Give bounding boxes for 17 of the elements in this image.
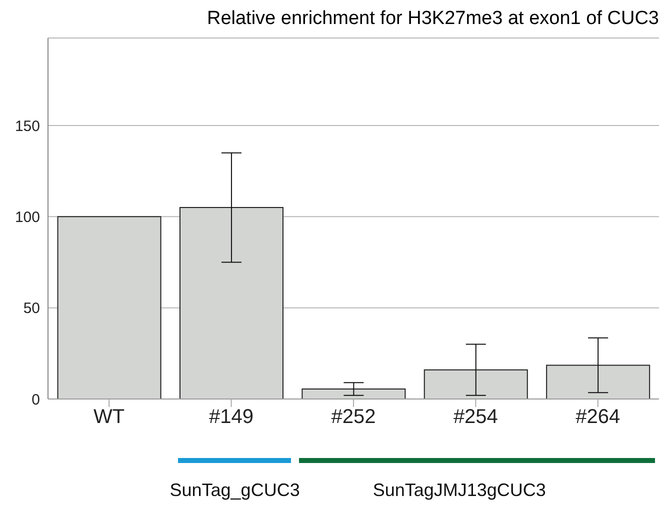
x-tick-label: #252 bbox=[331, 406, 376, 428]
y-tick-label: 0 bbox=[32, 391, 40, 408]
chart-title: Relative enrichment for H3K27me3 at exon1 of CUC3 bbox=[206, 8, 660, 30]
bar bbox=[179, 207, 284, 399]
bar bbox=[57, 216, 162, 399]
x-tick-label: WT bbox=[94, 406, 125, 428]
bar bbox=[546, 364, 650, 399]
x-tick-label: #254 bbox=[453, 406, 498, 428]
y-tick-label: 50 bbox=[23, 300, 40, 318]
bar bbox=[424, 369, 528, 399]
y-tick-label: 150 bbox=[14, 118, 40, 135]
x-tick-label: #149 bbox=[209, 406, 254, 428]
y-tick-label: 100 bbox=[14, 209, 40, 226]
text: SunTagJMJ13gCUC3 bbox=[372, 480, 547, 501]
bar bbox=[302, 388, 406, 399]
x-tick-label: #264 bbox=[576, 406, 620, 428]
text: SunTag_gCUC3 bbox=[168, 480, 301, 501]
